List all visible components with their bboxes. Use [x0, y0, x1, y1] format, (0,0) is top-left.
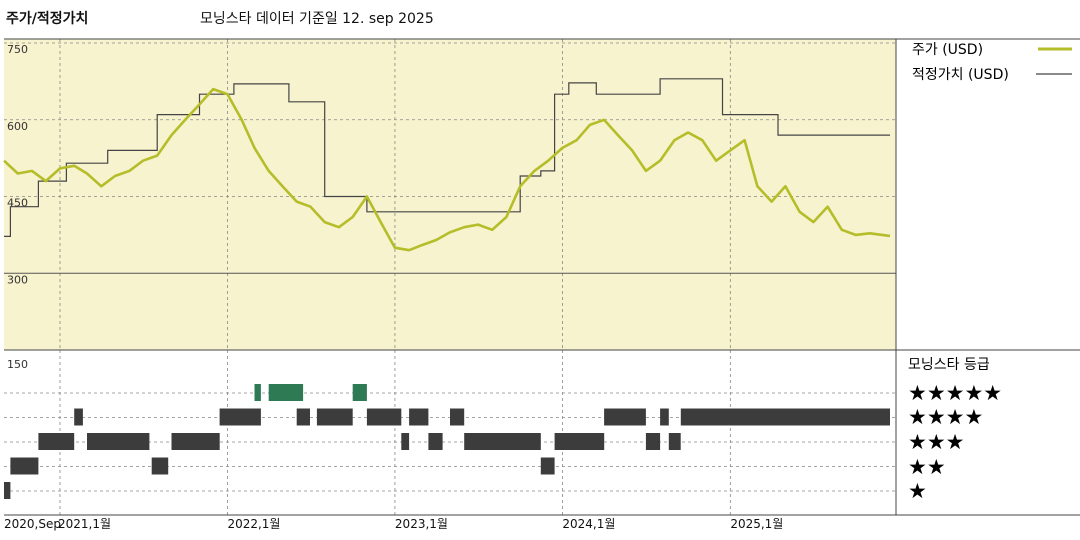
chart-title: 주가/적정가치 [6, 11, 89, 27]
rating-bars [4, 384, 890, 499]
upper-panel-bg [4, 39, 896, 350]
rating-bar-7 [219, 408, 261, 426]
rating-5-stars: ★★★★★ [908, 381, 1002, 405]
y-tick-750: 750 [7, 43, 28, 56]
y-tick-600: 600 [7, 120, 28, 133]
rating-bar-1 [10, 457, 39, 475]
rating-panel-title: 모닝스타 등급 [908, 357, 990, 373]
rating-bar-8 [254, 384, 261, 401]
x-tick-1: 2021,1월 [58, 517, 111, 531]
rating-bar-10 [296, 408, 310, 426]
lower-y-tick: 150 [7, 358, 28, 371]
rating-bar-16 [428, 433, 443, 450]
rating-bar-19 [540, 457, 555, 475]
rating-bar-13 [366, 408, 402, 426]
rating-bar-14 [401, 433, 410, 450]
x-tick-5: 2025,1월 [730, 517, 783, 531]
rating-bar-4 [87, 433, 150, 450]
rating-1-star: ★ [908, 479, 927, 503]
y-axis-ticks: 300 450 600 750 150 [7, 43, 28, 371]
rating-bar-9 [268, 384, 304, 401]
legend-price-label: 주가 (USD) [912, 42, 983, 58]
x-tick-0: 2020,Sep [4, 517, 61, 531]
x-tick-2: 2022,1월 [227, 517, 280, 531]
legend-fair-label: 적정가치 (USD) [912, 67, 1009, 83]
rating-bar-15 [409, 408, 429, 426]
rating-bar-21 [604, 408, 646, 426]
rating-bar-22 [645, 433, 661, 450]
rating-bar-25 [680, 408, 890, 426]
rating-bar-24 [668, 433, 681, 450]
rating-4-stars: ★★★★ [908, 405, 983, 429]
rating-bar-17 [450, 408, 465, 426]
rating-bar-2 [38, 433, 75, 450]
price-line [3, 87, 891, 252]
rating-bar-20 [554, 433, 605, 450]
rating-bar-11 [316, 408, 353, 426]
rating-bar-0 [4, 482, 11, 499]
rating-bar-5 [151, 457, 169, 475]
upper-gridlines [4, 39, 896, 350]
rating-3-stars: ★★★ [908, 430, 964, 454]
rating-2-stars: ★★ [908, 455, 946, 479]
y-tick-300: 300 [7, 273, 28, 286]
rating-bar-12 [352, 384, 367, 401]
chart-subtitle: 모닝스타 데이터 기준일 12. sep 2025 [200, 11, 434, 27]
rating-bar-18 [464, 433, 541, 450]
rating-bar-3 [74, 408, 83, 426]
y-tick-450: 450 [7, 197, 28, 210]
rating-bar-23 [660, 408, 669, 426]
lower-gridlines [4, 350, 896, 515]
x-tick-3: 2023,1월 [395, 517, 448, 531]
x-tick-4: 2024,1월 [562, 517, 615, 531]
rating-bar-6 [171, 433, 220, 450]
